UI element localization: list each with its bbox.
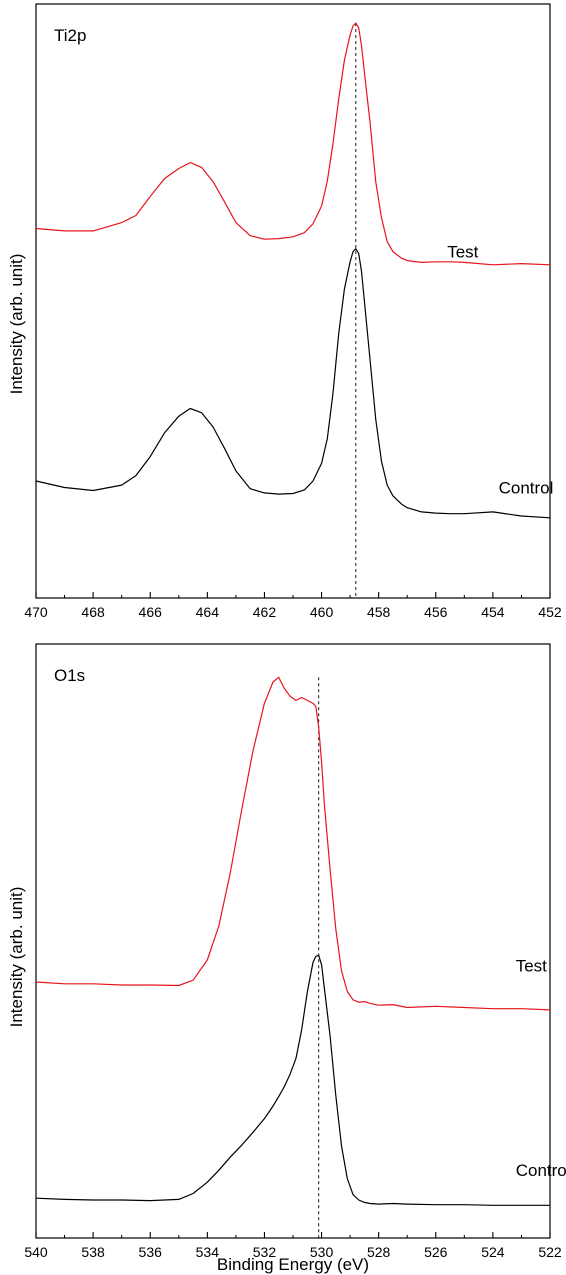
o1s-x-tick-label: 538 [81,1244,105,1260]
ti2p-x-tick-label: 458 [367,604,391,620]
o1s-x-tick-label: 522 [538,1244,562,1260]
o1s-x-axis-label: Binding Energy (eV) [217,1255,369,1274]
ti2p-x-tick-label: 456 [424,604,448,620]
o1s-x-tick-label: 528 [367,1244,391,1260]
ti2p-x-tick-label: 466 [139,604,163,620]
o1s-control-series-label: Control [516,1161,566,1180]
ti2p-x-tick-label: 454 [481,604,505,620]
o1s-x-tick-label: 534 [196,1244,220,1260]
ti2p-series-group: Test Control [35,22,554,519]
ti2p-x-tick-label: 464 [196,604,220,620]
ti2p-x-tick-labels: 470 468 466 464 462 460 458 456 454 452 [24,604,562,620]
ti2p-x-tick-label: 462 [253,604,277,620]
o1s-y-axis-label: Intensity (arb. unit) [7,887,26,1028]
o1s-plot-frame [35,643,551,1239]
o1s-x-tick-label: 540 [24,1244,48,1260]
o1s-x-tick-label: 532 [253,1244,277,1260]
ti2p-test-line [35,22,551,266]
o1s-panel-label: O1s [54,666,85,685]
ti2p-panel: 470 468 466 464 462 460 458 456 454 452 Test Contr… [7,3,562,620]
ti2p-x-tick-label: 468 [81,604,105,620]
ti2p-test-series-label: Test [447,243,478,262]
o1s-control-line [35,954,550,1206]
o1s-x-tick-label: 536 [139,1244,163,1260]
ti2p-x-tick-label: 470 [24,604,48,620]
o1s-x-tick-label: 530 [310,1244,334,1260]
o1s-x-ticks [35,1232,551,1238]
ti2p-control-series-label: Control [499,478,554,497]
o1s-test-line [35,676,551,1011]
o1s-x-tick-label: 526 [424,1244,448,1260]
o1s-x-tick-label: 524 [481,1244,505,1260]
ti2p-plot-frame [35,3,551,599]
ti2p-x-tick-label: 460 [310,604,334,620]
ti2p-x-ticks [35,592,551,598]
o1s-series-group: Test Control [35,676,566,1206]
ti2p-x-tick-label: 452 [538,604,562,620]
o1s-test-series-label: Test [516,956,547,975]
ti2p-panel-label: Ti2p [54,26,86,45]
o1s-panel: 540 538 536 534 532 530 528 526 524 522 Test Contr… [7,643,566,1274]
ti2p-control-line [35,248,551,519]
ti2p-y-axis-label: Intensity (arb. unit) [7,254,26,395]
o1s-x-tick-labels: 540 538 536 534 532 530 528 526 524 522 [24,1244,562,1260]
